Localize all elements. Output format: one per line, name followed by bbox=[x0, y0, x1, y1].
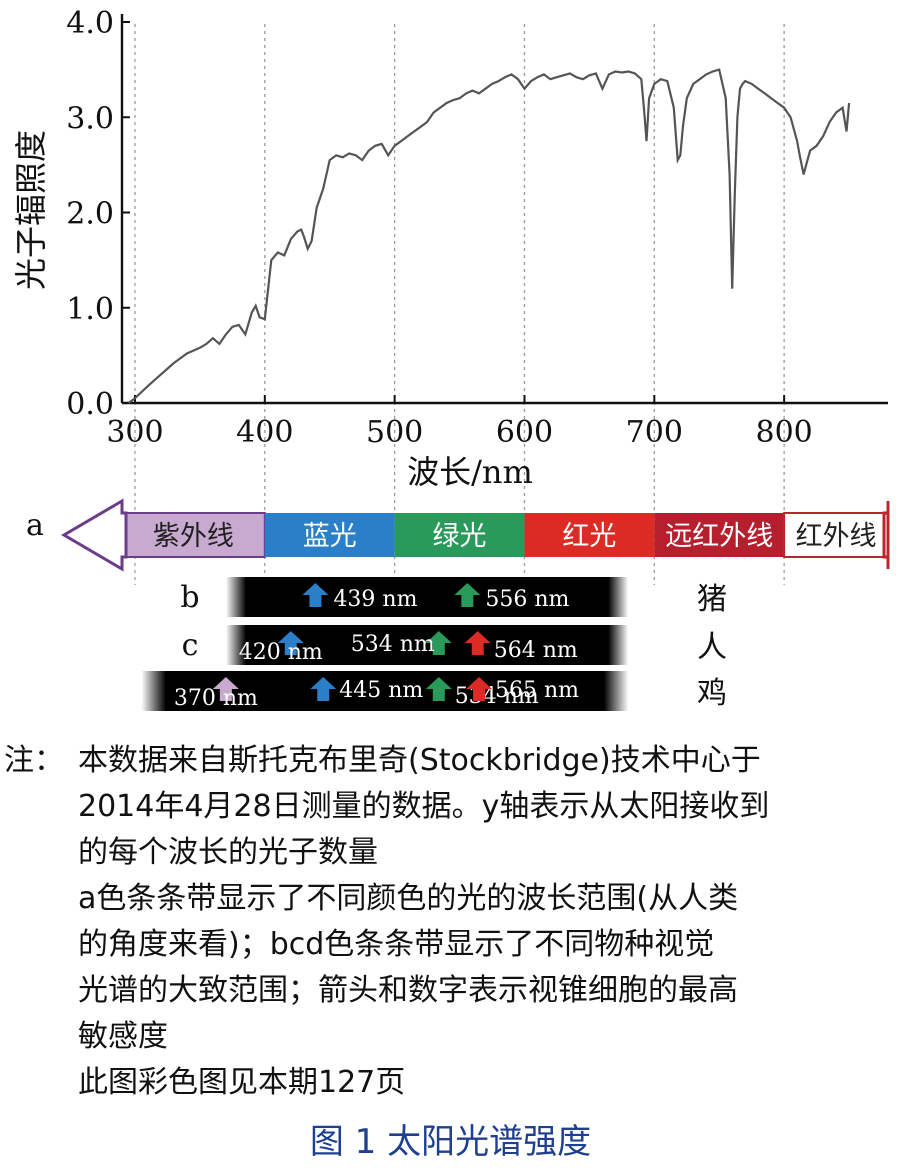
species-letter: c bbox=[182, 628, 199, 663]
y-tick-label: 2.0 bbox=[66, 197, 114, 232]
species-row: c 人 420 nm 534 nm 564 nm bbox=[182, 625, 727, 665]
note-lead: 注： bbox=[4, 743, 64, 778]
species-name: 猪 bbox=[697, 582, 727, 617]
note-line: 的角度来看)；bcd色条条带显示了不同物种视觉 bbox=[0, 922, 901, 968]
x-tick-label: 500 bbox=[366, 415, 423, 450]
note-line: 的每个波长的光子数量 bbox=[0, 830, 901, 876]
x-tick-label: 800 bbox=[756, 415, 813, 450]
band-segment bbox=[524, 513, 655, 557]
peak-label: 564 nm bbox=[494, 638, 578, 663]
peak-label: 445 nm bbox=[339, 678, 423, 703]
note-line: 2014年4月28日测量的数据。y轴表示从太阳接收到 bbox=[0, 784, 901, 830]
peak-arrow-icon bbox=[277, 631, 304, 655]
peak-arrow-icon bbox=[310, 677, 337, 701]
peak-label: 420 nm bbox=[239, 640, 323, 665]
note-text: 的角度来看)；bcd色条条带显示了不同物种视觉 bbox=[78, 927, 715, 962]
x-tick-label: 700 bbox=[626, 415, 683, 450]
spectrum-line bbox=[127, 68, 851, 404]
peak-label: 439 nm bbox=[333, 587, 417, 612]
band-label: 红光 bbox=[562, 521, 616, 552]
note-text: 2014年4月28日测量的数据。y轴表示从太阳接收到 bbox=[78, 789, 770, 824]
note-text: 敏感度 bbox=[78, 1019, 168, 1054]
x-tick-label: 300 bbox=[106, 415, 163, 450]
peak-arrow-icon bbox=[464, 631, 491, 655]
note-line: 敏感度 bbox=[0, 1014, 901, 1060]
note-line: 此图彩色图见本期127页 bbox=[0, 1060, 901, 1106]
x-tick-label: 400 bbox=[236, 415, 293, 450]
x-tick-label: 600 bbox=[496, 415, 553, 450]
band-segment bbox=[654, 513, 785, 557]
species-row: b 猪 439 nm 556 nm bbox=[180, 577, 727, 617]
band-segment bbox=[264, 513, 395, 557]
band-label: 远红外线 bbox=[665, 521, 773, 552]
note-text: 光谱的大致范围；箭头和数字表示视锥细胞的最高 bbox=[78, 973, 738, 1008]
note-line: a色条条带显示了不同颜色的光的波长范围(从人类 bbox=[0, 876, 901, 922]
band-label: 紫外线 bbox=[153, 521, 234, 552]
figure-notes: 注： 本数据来自斯托克布里奇(Stockbridge)技术中心于 2014年4月28… bbox=[0, 738, 901, 1106]
note-text: 的每个波长的光子数量 bbox=[78, 835, 378, 870]
peak-arrow-icon bbox=[454, 583, 481, 607]
peak-label: 556 nm bbox=[485, 587, 569, 612]
peak-arrow-icon bbox=[466, 677, 493, 701]
peak-arrow-icon bbox=[425, 677, 452, 701]
x-axis-label: 波长/nm bbox=[407, 453, 533, 491]
peak-arrow-icon bbox=[212, 677, 239, 701]
peak-label: 565 nm bbox=[495, 678, 579, 703]
x-ticks: 300 400 500 600 700 800 bbox=[106, 395, 813, 450]
axes bbox=[120, 14, 888, 405]
band-right-arrowhead bbox=[882, 501, 890, 569]
band-label: 红外线 bbox=[796, 521, 877, 552]
note-text: a色条条带显示了不同颜色的光的波长范围(从人类 bbox=[78, 881, 739, 916]
band-segment bbox=[121, 512, 266, 558]
band-segment bbox=[394, 513, 525, 557]
species-name: 鸡 bbox=[697, 676, 727, 711]
y-tick-label: 0.0 bbox=[66, 387, 114, 422]
peak-label: 534 nm bbox=[351, 632, 435, 657]
note-text: 此图彩色图见本期127页 bbox=[78, 1065, 406, 1100]
peak-label: 370 nm bbox=[174, 686, 258, 711]
peak-arrow-icon bbox=[425, 631, 452, 655]
vertical-gridlines bbox=[134, 24, 785, 585]
y-axis-label: 光子辐照度 bbox=[12, 130, 50, 290]
band-row-letter: a bbox=[26, 508, 44, 543]
species-name: 人 bbox=[697, 630, 727, 665]
y-tick-label: 3.0 bbox=[66, 101, 114, 136]
note-line: 光谱的大致范围；箭头和数字表示视锥细胞的最高 bbox=[0, 968, 901, 1014]
peak-arrow-icon bbox=[302, 583, 329, 607]
y-ticks: 0.0 1.0 2.0 3.0 4.0 bbox=[66, 6, 130, 422]
band-label: 绿光 bbox=[433, 521, 487, 552]
band-left-arrowhead bbox=[61, 498, 128, 572]
figure-caption: 图 1 太阳光谱强度 bbox=[309, 1122, 592, 1162]
note-line: 注： 本数据来自斯托克布里奇(Stockbridge)技术中心于 bbox=[0, 738, 901, 784]
species-letter: b bbox=[180, 580, 199, 615]
species-spectrum-bar bbox=[225, 577, 629, 617]
y-tick-label: 1.0 bbox=[66, 292, 114, 327]
y-tick-label: 4.0 bbox=[66, 6, 114, 41]
color-band-row: a 紫外线 蓝光 绿光 红光 远红外线 红外线 bbox=[26, 498, 890, 572]
note-text: 本数据来自斯托克布里奇(Stockbridge)技术中心于 bbox=[78, 743, 761, 778]
band-label: 蓝光 bbox=[303, 521, 357, 552]
